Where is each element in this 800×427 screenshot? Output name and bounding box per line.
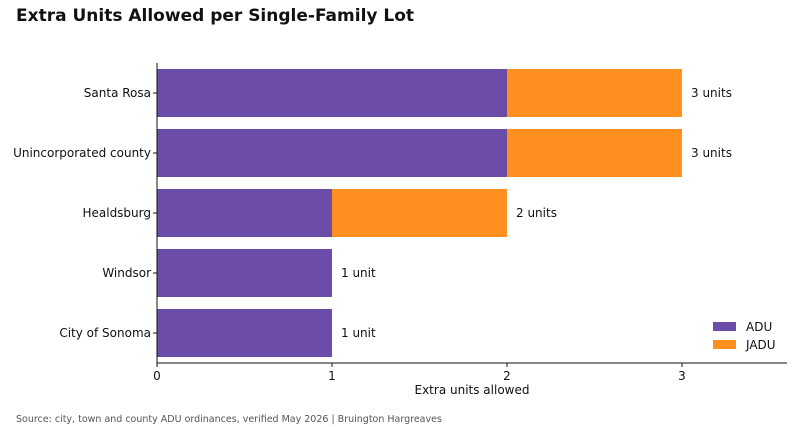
y-tick-label: Healdsburg [82, 206, 151, 220]
x-tick-label: 0 [153, 369, 161, 383]
bar-adu [157, 249, 332, 297]
bar-adu [157, 189, 332, 237]
data-label: 1 unit [341, 266, 376, 280]
data-label: 2 units [516, 206, 557, 220]
bar-adu [157, 129, 507, 177]
x-axis-label: Extra units allowed [415, 383, 530, 397]
y-tick-label: Unincorporated county [13, 146, 151, 160]
bar-adu [157, 309, 332, 357]
data-label: 1 unit [341, 326, 376, 340]
bar-jadu [332, 189, 507, 237]
source-note: Source: city, town and county ADU ordina… [16, 414, 442, 425]
legend-swatch-jadu [713, 340, 736, 349]
data-label: 3 units [691, 86, 732, 100]
y-tick-label: Windsor [102, 266, 151, 280]
x-tick-label: 3 [678, 369, 686, 383]
y-tick-label: City of Sonoma [59, 326, 151, 340]
bar-adu [157, 69, 507, 117]
legend-label: JADU [745, 338, 776, 352]
y-tick-label: Santa Rosa [84, 86, 151, 100]
legend-swatch-adu [713, 322, 736, 331]
bar-jadu [507, 129, 682, 177]
x-tick-label: 2 [503, 369, 511, 383]
x-tick-label: 1 [328, 369, 336, 383]
chart-title: Extra Units Allowed per Single-Family Lo… [16, 6, 415, 26]
legend-label: ADU [746, 320, 772, 334]
data-label: 3 units [691, 146, 732, 160]
bar-jadu [507, 69, 682, 117]
